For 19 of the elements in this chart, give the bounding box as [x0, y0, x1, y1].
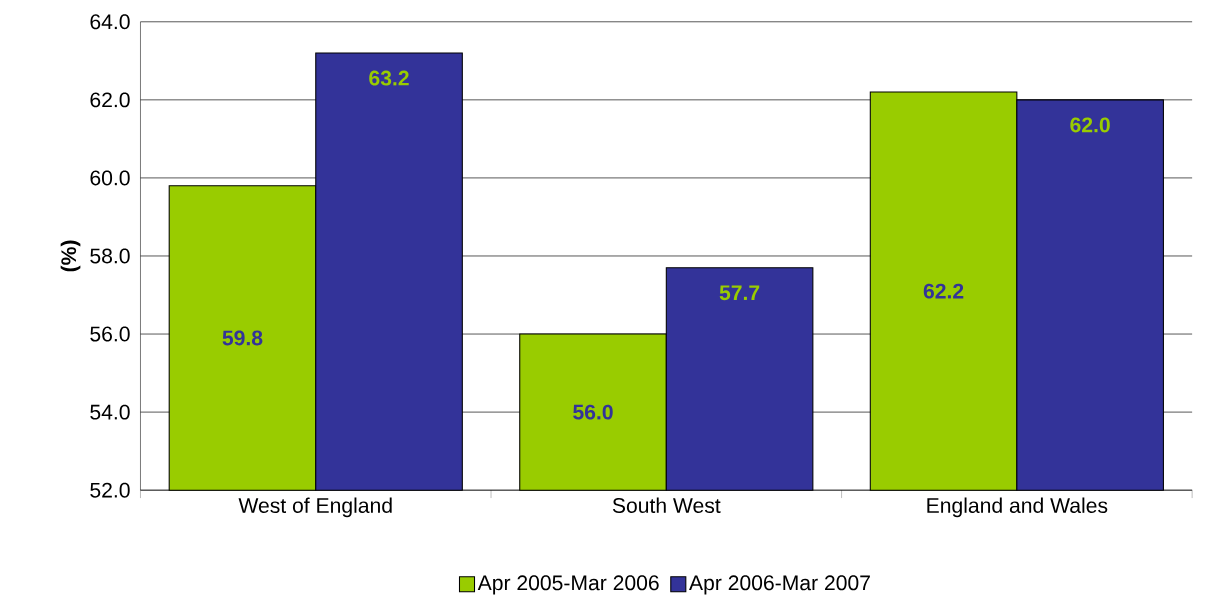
y-tick-label: 52.0	[90, 482, 130, 498]
x-tick-label: South West	[612, 497, 721, 513]
data-label: 57.7	[719, 285, 760, 301]
y-tick-label: 54.0	[90, 404, 130, 420]
data-label: 62.0	[1070, 117, 1110, 133]
data-label: 56.0	[573, 404, 613, 420]
y-tick-label: 58.0	[90, 248, 130, 264]
y-tick-label: 60.0	[90, 170, 130, 186]
y-axis-title: (%)	[60, 240, 81, 272]
legend-label: Apr 2005-Mar 2006	[477, 575, 659, 595]
data-label: 62.2	[923, 283, 964, 299]
data-label: 59.8	[222, 330, 263, 346]
y-tick-label: 64.0	[90, 14, 130, 30]
legend-label: Apr 2006-Mar 2007	[689, 575, 870, 595]
x-tick-label: West of England	[238, 497, 392, 518]
data-label: 63.2	[369, 70, 409, 86]
y-tick-label: 62.0	[90, 92, 130, 108]
x-tick-label: England and Wales	[927, 497, 1108, 518]
y-tick-label: 56.0	[90, 326, 130, 342]
